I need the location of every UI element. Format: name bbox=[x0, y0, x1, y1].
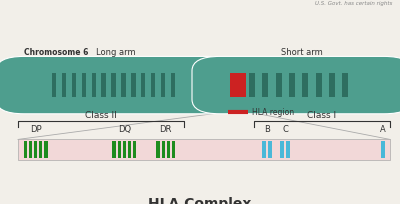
Bar bbox=[141, 74, 146, 98]
Bar bbox=[280, 141, 284, 159]
Text: © 2012 Terese Winslow LLC
U.S. Govt. has certain rights: © 2012 Terese Winslow LLC U.S. Govt. has… bbox=[315, 0, 392, 6]
Bar bbox=[381, 141, 385, 159]
Bar bbox=[316, 74, 322, 98]
Bar bbox=[111, 74, 116, 98]
Text: DQ: DQ bbox=[118, 125, 131, 134]
Bar bbox=[133, 141, 136, 159]
Bar bbox=[29, 141, 32, 159]
Text: HLA region: HLA region bbox=[252, 108, 294, 117]
Bar bbox=[123, 141, 126, 159]
Bar bbox=[172, 141, 175, 159]
Bar bbox=[156, 141, 160, 159]
Bar bbox=[118, 141, 121, 159]
Bar bbox=[230, 74, 246, 98]
Bar bbox=[268, 141, 272, 159]
Bar bbox=[151, 74, 155, 98]
Text: B: B bbox=[264, 125, 270, 134]
Bar bbox=[276, 74, 282, 98]
Bar bbox=[161, 74, 165, 98]
Text: C: C bbox=[282, 125, 288, 134]
Bar bbox=[342, 74, 348, 98]
Text: Chromosome 6: Chromosome 6 bbox=[24, 48, 88, 57]
Bar bbox=[72, 74, 76, 98]
Bar bbox=[39, 141, 42, 159]
Bar bbox=[131, 74, 136, 98]
Text: HLA Complex: HLA Complex bbox=[148, 196, 252, 204]
Text: Class II: Class II bbox=[85, 110, 117, 119]
Bar bbox=[24, 141, 27, 159]
FancyBboxPatch shape bbox=[192, 57, 400, 114]
FancyBboxPatch shape bbox=[0, 57, 236, 114]
Text: Long arm: Long arm bbox=[96, 48, 136, 57]
Bar bbox=[289, 74, 295, 98]
Bar bbox=[44, 141, 48, 159]
Bar bbox=[262, 141, 266, 159]
Bar bbox=[302, 74, 308, 98]
Bar bbox=[102, 74, 106, 98]
Bar bbox=[171, 74, 175, 98]
Text: Short arm: Short arm bbox=[281, 48, 323, 57]
Bar bbox=[82, 74, 86, 98]
Bar bbox=[262, 74, 268, 98]
Text: Class I: Class I bbox=[308, 110, 336, 119]
Bar bbox=[121, 74, 126, 98]
Bar bbox=[162, 141, 165, 159]
Text: DP: DP bbox=[30, 125, 42, 134]
Bar bbox=[286, 141, 290, 159]
Bar bbox=[329, 74, 335, 98]
FancyBboxPatch shape bbox=[194, 73, 230, 113]
Text: DR: DR bbox=[160, 125, 172, 134]
Text: A: A bbox=[380, 125, 386, 134]
Bar bbox=[34, 141, 37, 159]
Bar bbox=[92, 74, 96, 98]
Bar bbox=[249, 74, 255, 98]
Bar bbox=[52, 74, 56, 98]
Bar bbox=[62, 74, 66, 98]
Bar bbox=[128, 141, 131, 159]
Bar bbox=[18, 140, 390, 160]
Bar bbox=[167, 141, 170, 159]
Bar bbox=[112, 141, 116, 159]
